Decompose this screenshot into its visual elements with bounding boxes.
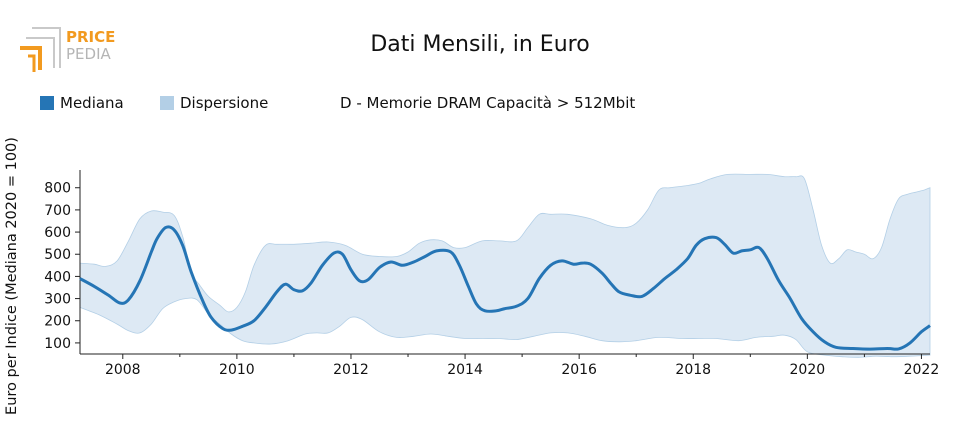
- x-tick-label: 2010: [219, 362, 255, 378]
- median-line: [79, 225, 931, 351]
- legend-swatch-mediana: [40, 96, 54, 110]
- y-tick-label: 400: [44, 269, 71, 285]
- chart-title: Dati Mensili, in Euro: [370, 32, 590, 57]
- legend-swatch-dispersione: [160, 96, 174, 110]
- legend-item-dispersione: Dispersione: [160, 94, 268, 112]
- legend: Mediana Dispersione: [40, 94, 940, 112]
- y-tick-label: 200: [44, 314, 71, 330]
- dispersion-band: [79, 173, 931, 358]
- y-tick-label: 700: [44, 203, 71, 219]
- x-tick-label: 2020: [790, 362, 826, 378]
- logo-text-bottom: PEDIA: [66, 45, 111, 63]
- y-tick-label: 300: [44, 292, 71, 308]
- product-label: D - Memorie DRAM Capacità > 512Mbit: [340, 94, 636, 112]
- x-tick-label: 2014: [447, 362, 483, 378]
- legend-label-dispersione: Dispersione: [180, 94, 269, 112]
- x-tick-label: 2018: [675, 362, 711, 378]
- x-tick-label: 2012: [333, 362, 369, 378]
- x-tick-label: 2022: [904, 362, 940, 378]
- logo-mark: [20, 27, 61, 72]
- x-tick-label: 2016: [561, 362, 597, 378]
- y-tick-label: 800: [44, 181, 71, 197]
- legend-label-mediana: Mediana: [60, 94, 124, 112]
- legend-item-mediana: Mediana: [40, 94, 124, 112]
- logo-text-top: PRICE: [66, 28, 115, 46]
- x-tick-label: 2008: [105, 362, 141, 378]
- y-tick-label: 500: [44, 247, 71, 263]
- plot-area: 100 200 300 400 500 600 700 800 2008 2010 2012 2014…: [44, 170, 939, 378]
- pricepedia-logo: PRICE PEDIA: [20, 27, 115, 72]
- y-tick-label: 600: [44, 225, 71, 241]
- y-tick-label: 100: [44, 336, 71, 352]
